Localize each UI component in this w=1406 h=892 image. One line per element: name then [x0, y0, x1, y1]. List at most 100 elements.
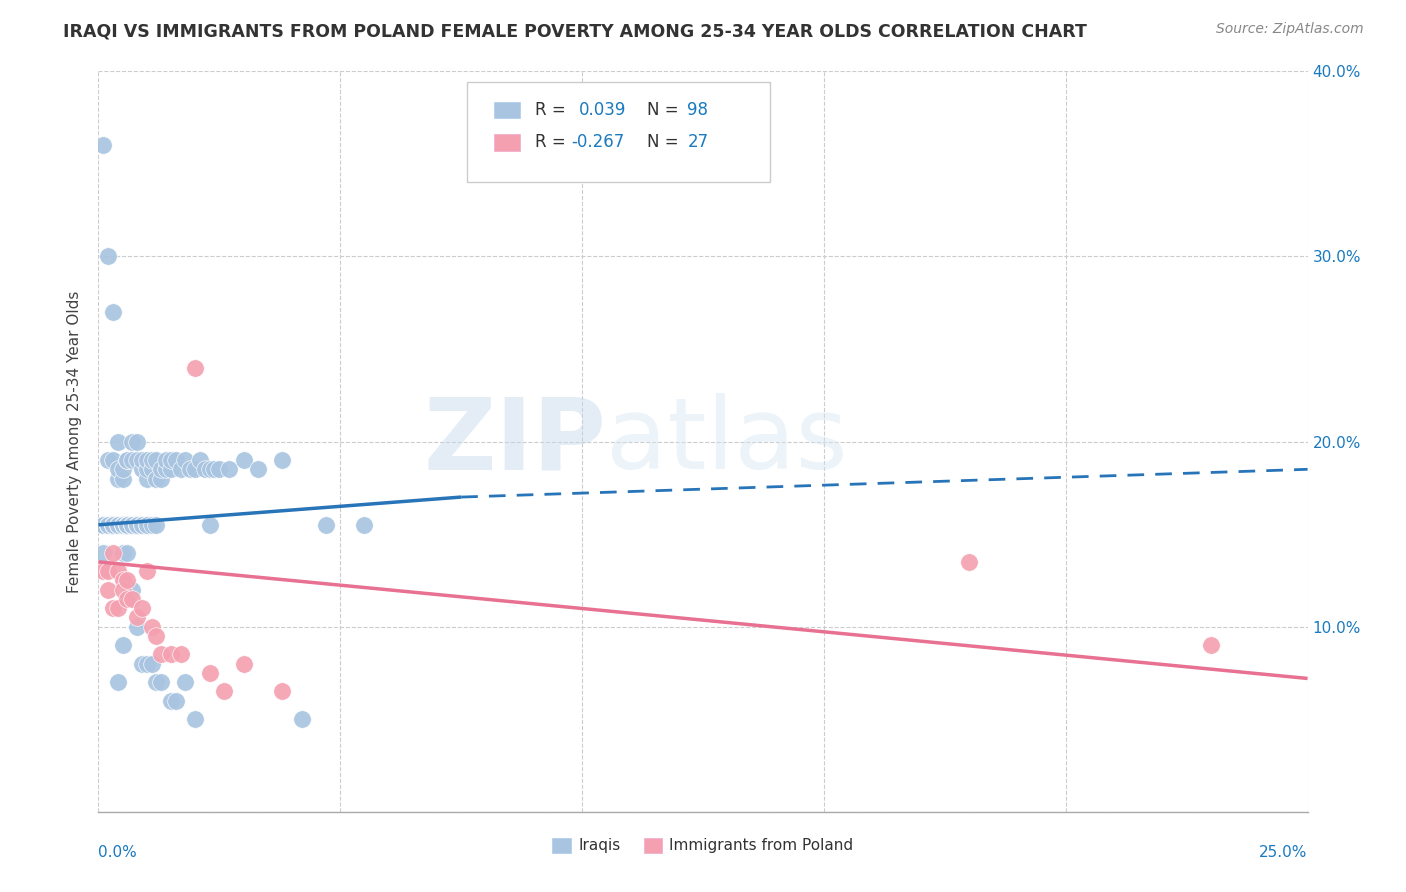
Point	[131, 453, 153, 467]
Point	[188, 453, 211, 467]
Point	[232, 657, 254, 671]
Point	[141, 619, 163, 633]
Point	[155, 453, 177, 467]
Point	[117, 517, 139, 532]
Text: ZIP: ZIP	[423, 393, 606, 490]
Point	[117, 517, 139, 532]
Text: 98: 98	[688, 101, 709, 119]
Point	[184, 462, 207, 476]
Point	[97, 453, 120, 467]
Point	[117, 517, 139, 532]
Point	[107, 517, 129, 532]
Point	[91, 517, 114, 532]
Point	[315, 517, 337, 532]
Point	[198, 462, 221, 476]
Point	[141, 517, 163, 532]
Point	[135, 517, 157, 532]
Text: N =: N =	[647, 134, 685, 152]
Point	[111, 574, 134, 588]
Point	[141, 657, 163, 671]
Point	[1199, 638, 1222, 652]
Point	[290, 712, 312, 726]
Point	[160, 648, 183, 662]
Point	[194, 462, 217, 476]
Point	[107, 601, 129, 615]
Point	[121, 517, 143, 532]
Point	[107, 675, 129, 690]
Text: -0.267: -0.267	[571, 134, 624, 152]
Point	[127, 610, 149, 624]
Point	[111, 517, 134, 532]
FancyBboxPatch shape	[494, 102, 520, 118]
Point	[97, 250, 120, 264]
Point	[121, 517, 143, 532]
Point	[141, 462, 163, 476]
Text: R =: R =	[534, 101, 571, 119]
Point	[117, 545, 139, 560]
Point	[198, 665, 221, 680]
Text: R =: R =	[534, 134, 571, 152]
Point	[97, 582, 120, 597]
Point	[131, 657, 153, 671]
Point	[117, 453, 139, 467]
Point	[121, 517, 143, 532]
Point	[184, 712, 207, 726]
Point	[111, 462, 134, 476]
Point	[121, 434, 143, 449]
Text: 0.0%: 0.0%	[98, 845, 138, 860]
Point	[107, 517, 129, 532]
Point	[169, 648, 191, 662]
Point	[101, 517, 124, 532]
Point	[353, 517, 375, 532]
Point	[101, 545, 124, 560]
Point	[127, 434, 149, 449]
Point	[150, 648, 173, 662]
Point	[117, 517, 139, 532]
Point	[135, 657, 157, 671]
Point	[117, 517, 139, 532]
Point	[91, 138, 114, 153]
Point	[97, 517, 120, 532]
Point	[111, 472, 134, 486]
Point	[145, 675, 167, 690]
Point	[131, 462, 153, 476]
Point	[117, 574, 139, 588]
Point	[208, 462, 231, 476]
Point	[232, 453, 254, 467]
Point	[107, 517, 129, 532]
Point	[145, 629, 167, 643]
Point	[271, 453, 294, 467]
Point	[107, 472, 129, 486]
Point	[160, 462, 183, 476]
Text: 27: 27	[688, 134, 709, 152]
Point	[127, 517, 149, 532]
Point	[212, 684, 235, 698]
Point	[131, 601, 153, 615]
Point	[101, 601, 124, 615]
Point	[131, 517, 153, 532]
Point	[107, 462, 129, 476]
Point	[101, 517, 124, 532]
Point	[131, 517, 153, 532]
FancyBboxPatch shape	[494, 135, 520, 151]
Text: 25.0%: 25.0%	[1260, 845, 1308, 860]
Point	[150, 472, 173, 486]
Point	[145, 517, 167, 532]
Y-axis label: Female Poverty Among 25-34 Year Olds: Female Poverty Among 25-34 Year Olds	[67, 291, 83, 592]
Point	[111, 638, 134, 652]
Text: N =: N =	[647, 101, 685, 119]
Point	[111, 517, 134, 532]
Point	[145, 472, 167, 486]
Point	[97, 564, 120, 578]
Point	[91, 564, 114, 578]
Point	[121, 453, 143, 467]
Point	[111, 582, 134, 597]
Point	[127, 517, 149, 532]
Point	[198, 517, 221, 532]
Point	[165, 694, 187, 708]
Point	[117, 453, 139, 467]
Point	[165, 453, 187, 467]
Point	[179, 462, 201, 476]
Point	[271, 684, 294, 698]
Point	[169, 462, 191, 476]
